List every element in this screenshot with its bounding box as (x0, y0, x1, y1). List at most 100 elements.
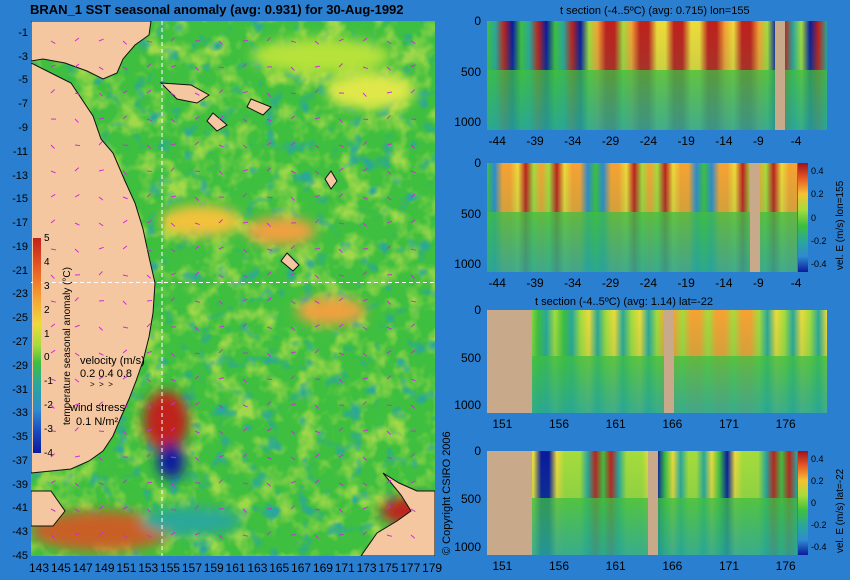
velocity-vector (362, 141, 368, 146)
velocity-vector (362, 531, 367, 536)
velocity-vector (122, 170, 127, 175)
velocity-vector (290, 351, 297, 354)
velocity-vector (314, 349, 319, 354)
velocity-vector (170, 482, 175, 487)
velocity-vector (410, 300, 417, 303)
velocity-vector (122, 326, 129, 329)
velocity-vector (290, 430, 296, 435)
velocity-vector (98, 505, 104, 510)
lat-tick-label: -33 (12, 407, 28, 420)
velocity-vector (194, 505, 199, 510)
t-section-lat-panel[interactable] (487, 310, 827, 413)
vel-section-lon-panel[interactable] (487, 163, 797, 272)
velocity-vector (122, 90, 128, 94)
panel-x-tick: -4 (790, 134, 802, 148)
velocity-vector (146, 378, 152, 383)
map-colorbar (33, 238, 41, 453)
lon-tick-label: 153 (138, 561, 159, 575)
velocity-vector (314, 453, 320, 458)
panel-y-tick: 500 (460, 64, 481, 79)
velocity-vector (50, 274, 55, 279)
velocity-vector (410, 480, 416, 484)
velocity-vector (146, 144, 151, 149)
velocity-vector (194, 532, 200, 536)
panel-x-tick: 176 (775, 417, 796, 431)
panel-x-tick: 171 (719, 559, 740, 573)
velocity-vector (74, 427, 79, 432)
velocity-vector (314, 194, 320, 198)
velocity-vector (218, 300, 224, 305)
velocity-vector (146, 89, 152, 94)
panel-x-tick: 166 (662, 417, 683, 431)
velocity-vector (410, 170, 416, 174)
islands (159, 82, 338, 272)
velocity-vector (98, 222, 104, 227)
velocity-vector (74, 403, 80, 406)
velocity-vector (290, 505, 295, 510)
velocity-vector (362, 298, 368, 302)
velocity-vector (170, 508, 176, 511)
vel-section-lat-panel[interactable] (487, 451, 797, 555)
velocity-vector (386, 196, 392, 201)
sst-anomaly-map[interactable] (31, 21, 435, 556)
velocity-vector (410, 378, 416, 382)
t-section-lon-panel[interactable] (487, 21, 827, 130)
velocity-vector (98, 352, 104, 356)
panel-x-tick: -39 (526, 276, 544, 290)
deep-layer (487, 356, 827, 413)
velocity-vector (338, 167, 344, 172)
velocity-vector (194, 271, 200, 276)
lat-tick-label: -13 (12, 169, 28, 182)
velocity-vector (50, 508, 56, 512)
velocity-vector (266, 222, 271, 227)
velocity-vector (98, 401, 104, 406)
velocity-vector (290, 142, 296, 146)
lon-tick-label: 167 (291, 561, 312, 575)
velocity-vector (122, 66, 128, 70)
velocity-vector (50, 349, 56, 354)
panel-x-tick: -9 (753, 276, 764, 290)
lon-tick-label: 177 (400, 561, 421, 575)
velocity-vector (386, 91, 393, 94)
lon-tick-label: 147 (72, 561, 93, 575)
velocity-vector (314, 274, 320, 279)
velocity-vector (242, 63, 247, 68)
velocity-vector (170, 64, 176, 68)
sst-map-svg (31, 21, 435, 556)
panel-colorbar-tick: 0.4 (811, 454, 824, 464)
velocity-vector (314, 117, 320, 120)
velocity-vector (170, 272, 176, 276)
velocity-vector (146, 118, 152, 122)
panel-x-tick: -44 (488, 276, 506, 290)
velocity-vector (242, 118, 248, 123)
velocity-vector (194, 402, 200, 406)
velocity-vector (362, 37, 368, 42)
lon-tick-label: 173 (356, 561, 377, 575)
velocity-vector (242, 323, 247, 328)
deep-layer (487, 212, 797, 272)
panel-x-tick: -44 (488, 134, 506, 148)
velocity-vector (338, 297, 344, 302)
panel-4-colorbar (798, 451, 808, 555)
panel-1-title: t section (-4..5ºC) (avg: 0.715) lon=155 (560, 5, 750, 17)
velocity-vector (242, 144, 248, 149)
velocity-vector (98, 38, 104, 42)
panel-2-side-label: vel. E (m/s) lon=155 (835, 180, 846, 270)
velocity-vector (194, 352, 201, 355)
velocity-vector (242, 482, 249, 485)
lat-tick-label: -35 (12, 431, 28, 444)
panel-y-tick: 1000 (454, 257, 481, 271)
panel-colorbar-tick: 0 (811, 212, 817, 223)
velocity-vector (74, 508, 80, 513)
panel-colorbar-tick: 0.2 (811, 476, 824, 486)
velocity-vector (386, 505, 392, 510)
panel-x-tick: -19 (677, 276, 695, 290)
velocity-vector (122, 404, 128, 408)
lat-tick-label: -31 (12, 383, 28, 396)
velocity-vector (290, 66, 295, 71)
velocity-vector (194, 196, 199, 201)
velocity-vector (338, 352, 344, 356)
velocity-vector (386, 456, 392, 460)
velocity-vector (50, 534, 56, 539)
velocity-vector (194, 430, 200, 434)
